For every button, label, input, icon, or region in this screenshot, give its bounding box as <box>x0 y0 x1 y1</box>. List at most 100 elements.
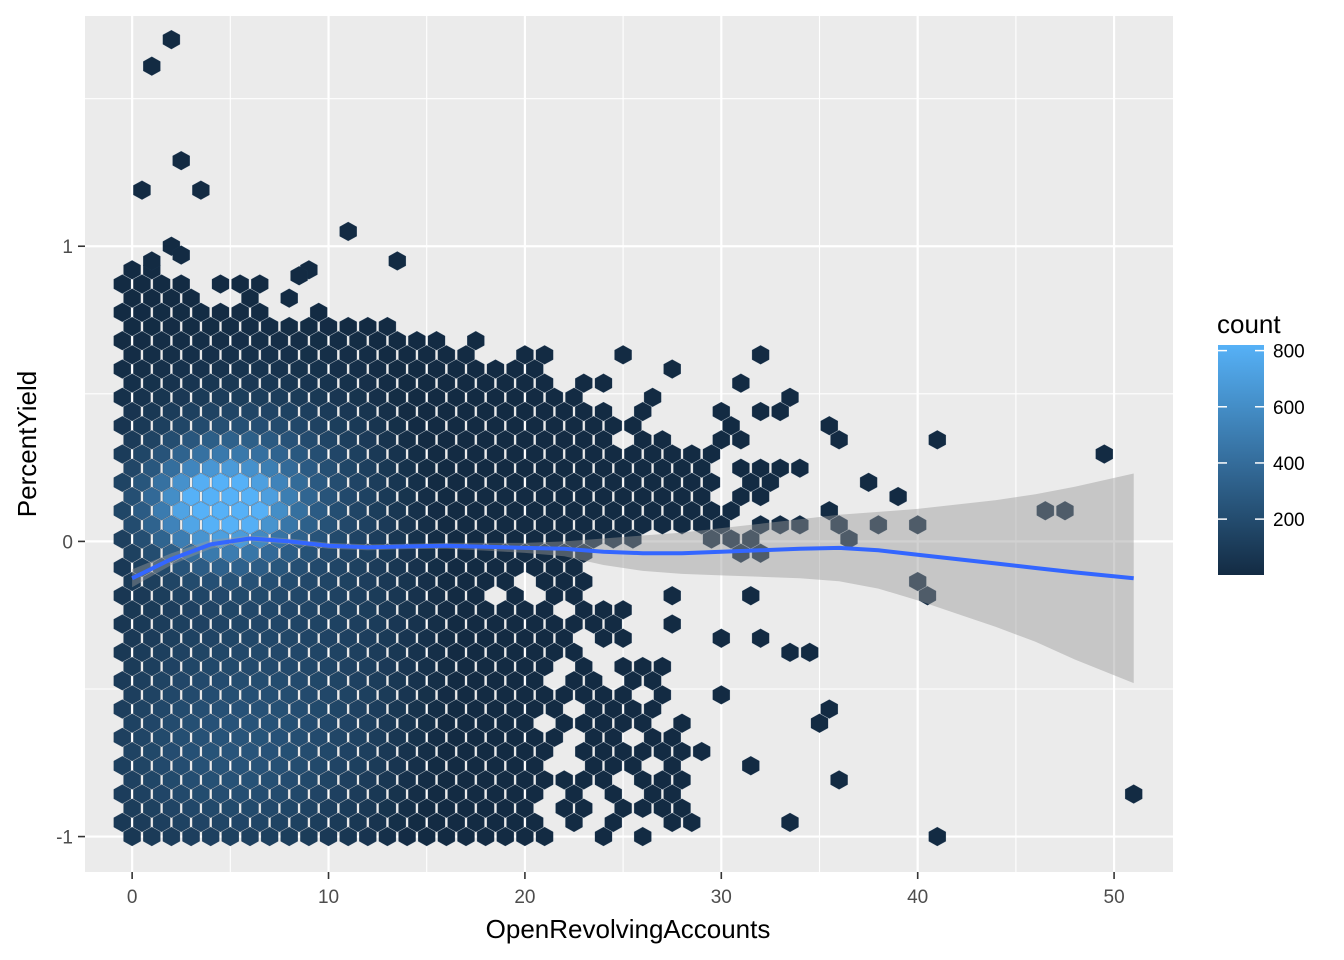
hexbin-cell <box>378 345 397 365</box>
hexbin-cell <box>251 444 269 464</box>
hexbin-cell <box>594 600 613 620</box>
hexbin-cell <box>565 444 583 464</box>
smooth-line <box>131 536 1134 581</box>
hexbin-cell <box>339 458 357 478</box>
hexbin-cell <box>506 586 524 606</box>
hexbin-cell <box>182 345 200 365</box>
hexbin-cell <box>457 515 475 535</box>
hexbin-cell <box>270 359 289 379</box>
hexbin-cell <box>584 614 603 634</box>
hexbin-cell <box>408 359 426 379</box>
hexbin-cell <box>182 798 200 818</box>
hexbin-cell <box>113 756 131 776</box>
hexbin-cell <box>457 486 475 507</box>
hexbin-cell <box>496 628 514 648</box>
hexbin-cell <box>152 784 171 804</box>
hexbin-cell <box>643 784 662 804</box>
hexbin-cell <box>300 713 318 733</box>
hexbin-cell <box>349 671 367 691</box>
hexbin-cell <box>594 713 613 733</box>
hexbin-cell <box>221 600 239 620</box>
hexbin-cell <box>113 472 131 492</box>
hexbin-cell <box>486 671 505 691</box>
hexbin-cell <box>398 713 416 733</box>
hexbin-cell <box>349 812 367 833</box>
hexbin-cell <box>359 656 377 677</box>
hexbin-cell <box>496 486 514 507</box>
hexbin-cell <box>604 501 622 521</box>
hexbin-cell <box>290 501 308 521</box>
hexbin-cell <box>830 430 848 450</box>
hexbin-cell <box>241 288 259 308</box>
hexbin-cell <box>172 501 190 521</box>
hexbin-cell <box>300 656 318 677</box>
hexbin-cell <box>310 586 328 606</box>
hexbin-cell <box>319 571 338 592</box>
hexbin-cell <box>310 472 328 492</box>
hexbin-cell <box>447 586 465 606</box>
hexbin-cell <box>476 430 495 450</box>
hexbin-cell <box>545 444 564 464</box>
hexbin-cell <box>113 302 131 322</box>
hexbin-cell <box>447 727 465 747</box>
hexbin-cell <box>231 642 249 662</box>
hexbin-cell <box>545 586 564 606</box>
hexbin-cell <box>614 713 632 733</box>
hexbin-cell <box>329 472 347 492</box>
hexbin-cell <box>516 741 534 762</box>
hexbin-cell <box>467 501 485 521</box>
hexbin-cell <box>801 642 819 662</box>
hexbin-cell <box>506 359 524 379</box>
hexbin-cell <box>909 515 927 535</box>
hexbin-cell <box>152 387 171 407</box>
hexbin-cell <box>290 812 308 833</box>
hexbin-cell <box>614 515 632 535</box>
hexbin-cell <box>447 501 465 521</box>
hexbin-cell <box>211 784 230 804</box>
hexbin-cell <box>506 699 524 719</box>
hexbin-cell <box>378 571 397 592</box>
hexbin-cell <box>457 401 475 422</box>
hexbin-cell <box>457 826 475 847</box>
hexbin-cell <box>624 699 642 719</box>
hexbin-cell <box>388 784 406 804</box>
hexbin-cell <box>113 812 131 833</box>
hexbin-cell <box>683 472 701 492</box>
hexbin-cell <box>339 656 357 677</box>
hexbin-cell <box>604 699 622 719</box>
legend-tick-label: 800 <box>1273 342 1305 363</box>
hexbin-cell <box>143 600 161 620</box>
hexbin-cell <box>251 274 269 294</box>
hexbin-cell <box>290 416 308 436</box>
hexbin-cell <box>427 727 446 747</box>
hexbin-cell <box>378 316 397 337</box>
hexbin-cell <box>251 784 269 804</box>
hexbin-cell <box>143 571 161 592</box>
hexbin-cell <box>133 529 151 549</box>
hexbin-cell <box>594 628 613 648</box>
hexbin-cell <box>476 826 495 847</box>
hexbin-cell <box>820 416 838 436</box>
hexbin-cell <box>467 812 485 833</box>
hexbin-cell <box>231 557 249 577</box>
hexbin-cell <box>751 458 770 478</box>
hexbin-cell <box>634 515 652 535</box>
hexbin-cell <box>398 798 416 818</box>
hexbin-cell <box>251 359 269 379</box>
hexbin-cell <box>192 784 210 804</box>
hexbin-cell <box>192 302 210 322</box>
hexbin-cell <box>378 458 397 478</box>
hexbin-cell <box>663 812 681 833</box>
hexbin-cell <box>231 387 249 407</box>
hexbin-cell <box>535 656 554 677</box>
hexbin-cell <box>437 458 456 478</box>
hexbin-cell <box>241 571 259 592</box>
hexbin-cell <box>408 529 426 549</box>
hexbin-cell <box>427 529 446 549</box>
hexbin-cell <box>172 416 190 436</box>
hexbin-cell <box>231 331 249 351</box>
hexbin-cell <box>143 288 161 308</box>
hexbin-cell <box>418 770 436 790</box>
hexbin-cell <box>781 642 799 662</box>
hexbin-cell <box>133 501 151 521</box>
